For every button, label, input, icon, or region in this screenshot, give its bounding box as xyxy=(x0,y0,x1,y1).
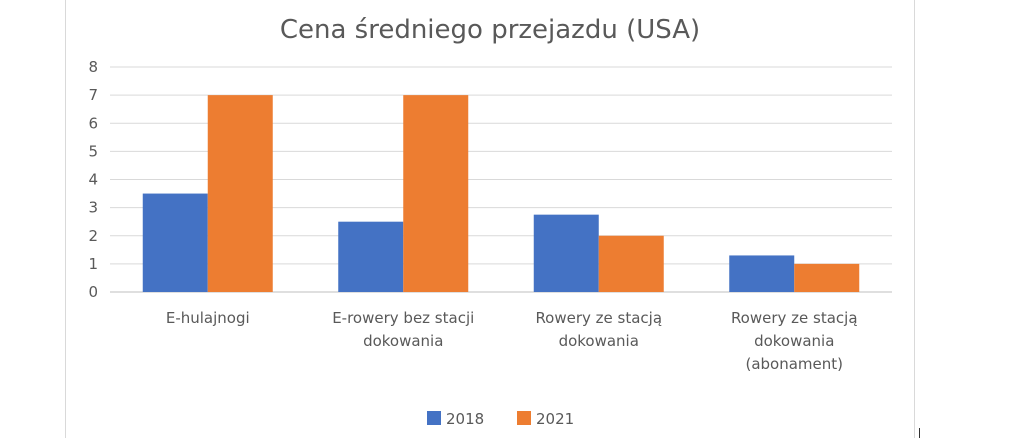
text-cursor xyxy=(919,428,920,438)
bars xyxy=(142,95,860,292)
y-tick-label: 4 xyxy=(88,171,98,189)
y-tick-label: 7 xyxy=(88,86,98,104)
y-tick-label: 5 xyxy=(88,142,98,160)
bar-2018-3 xyxy=(533,214,599,292)
x-tick-label: Rowery ze stacją xyxy=(535,309,662,327)
legend-label: 2021 xyxy=(536,410,574,428)
bar-2018-4 xyxy=(729,255,795,292)
x-tick-label: E-rowery bez stacji xyxy=(332,309,474,327)
x-axis-ticks: E-hulajnogi E-rowery bez stacji dokowania R… xyxy=(166,309,858,373)
legend-label: 2018 xyxy=(446,410,484,428)
y-tick-label: 0 xyxy=(88,283,98,301)
bar-2021-2 xyxy=(403,95,469,292)
x-tick-label: E-hulajnogi xyxy=(166,309,250,327)
bar-2021-4 xyxy=(794,263,860,292)
y-tick-label: 1 xyxy=(88,255,98,273)
y-axis-ticks: 0 1 2 3 4 5 6 7 8 xyxy=(88,58,98,301)
x-tick-label: dokowania xyxy=(363,332,443,350)
x-tick-label: (abonament) xyxy=(745,355,843,373)
chart-title: Cena średniego przejazdu (USA) xyxy=(280,15,700,45)
y-tick-label: 3 xyxy=(88,199,98,217)
bar-2021-3 xyxy=(598,235,664,292)
x-tick-label: dokowania xyxy=(754,332,834,350)
y-tick-label: 8 xyxy=(88,58,98,76)
legend-swatch-2021 xyxy=(517,411,531,425)
x-tick-label: Rowery ze stacją xyxy=(731,309,858,327)
y-tick-label: 6 xyxy=(88,114,98,132)
x-tick-label: dokowania xyxy=(559,332,639,350)
y-tick-label: 2 xyxy=(88,227,98,245)
legend: 2018 2021 xyxy=(427,410,574,428)
bar-2018-2 xyxy=(338,221,404,292)
bar-2018-1 xyxy=(142,193,208,292)
legend-swatch-2018 xyxy=(427,411,441,425)
bar-2021-1 xyxy=(207,95,273,292)
chart-frame xyxy=(65,0,915,438)
